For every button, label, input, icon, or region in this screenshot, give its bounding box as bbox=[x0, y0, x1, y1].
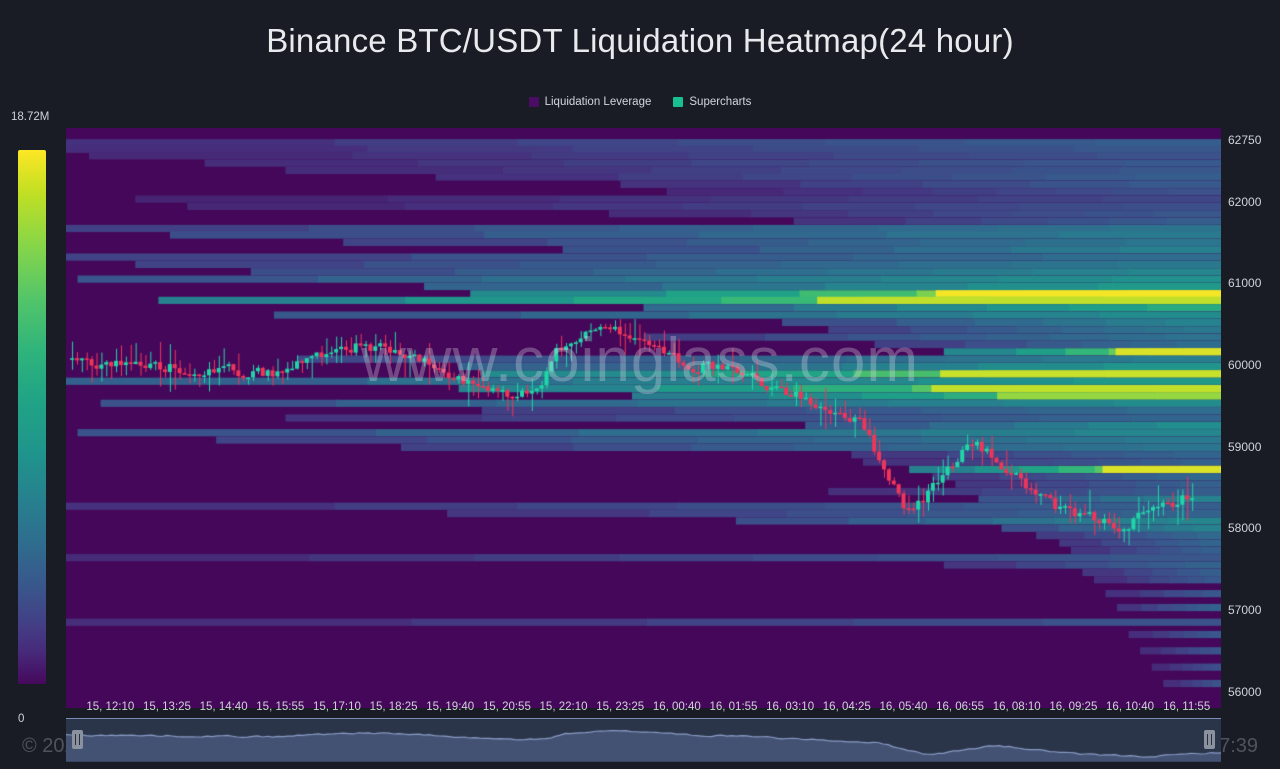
x-axis-tick-label: 16, 01:55 bbox=[709, 701, 758, 713]
x-axis-tick-label: 15, 18:25 bbox=[369, 701, 418, 713]
x-axis-tick-label: 16, 06:55 bbox=[936, 701, 985, 713]
x-axis-tick-label: 15, 12:10 bbox=[86, 701, 135, 713]
page-title: Binance BTC/USDT Liquidation Heatmap(24 … bbox=[266, 22, 1014, 59]
colorbar-max-label: 18.72M bbox=[11, 111, 50, 123]
x-axis-tick-label: 15, 19:40 bbox=[426, 701, 475, 713]
x-axis-tick-label: 15, 17:10 bbox=[312, 701, 361, 713]
y-axis-tick-label: 59000 bbox=[1228, 439, 1262, 454]
legend-item-supercharts[interactable]: Supercharts bbox=[673, 96, 751, 108]
x-axis-tick-label: 15, 13:25 bbox=[142, 701, 191, 713]
x-axis-tick-label: 16, 11:55 bbox=[1163, 701, 1211, 713]
heatmap-canvas bbox=[66, 128, 1221, 708]
x-axis-tick-label: 16, 04:25 bbox=[822, 701, 871, 713]
navigator-selection[interactable] bbox=[66, 718, 1221, 762]
legend-item-liquidation-leverage[interactable]: Liquidation Leverage bbox=[528, 96, 652, 108]
x-axis-tick-label: 16, 10:40 bbox=[1106, 701, 1154, 713]
y-axis-tick-label: 60000 bbox=[1228, 357, 1262, 372]
heatmap-plot-area[interactable] bbox=[66, 128, 1221, 708]
colorbar-gradient bbox=[18, 150, 46, 684]
x-axis-tick-label: 15, 20:55 bbox=[482, 701, 531, 713]
x-axis-tick-label: 15, 22:10 bbox=[539, 701, 588, 713]
colorbar-min-label: 0 bbox=[18, 713, 25, 725]
y-axis-tick-label: 62750 bbox=[1228, 133, 1262, 148]
chart-legend: Liquidation Leverage Supercharts bbox=[0, 96, 1280, 108]
y-axis-tick-label: 62000 bbox=[1228, 194, 1262, 209]
legend-label: Liquidation Leverage bbox=[544, 96, 652, 108]
drag-handle-left-icon[interactable] bbox=[72, 730, 83, 749]
time-range-navigator[interactable] bbox=[66, 718, 1221, 762]
x-axis-tick-label: 16, 09:25 bbox=[1049, 701, 1098, 713]
drag-handle-right-icon[interactable] bbox=[1204, 730, 1215, 749]
legend-swatch-icon bbox=[673, 97, 684, 107]
x-axis-tick-label: 16, 08:10 bbox=[992, 701, 1041, 713]
x-axis-tick-label: 15, 23:25 bbox=[596, 701, 645, 713]
y-axis-tick-label: 56000 bbox=[1228, 684, 1262, 699]
x-axis-tick-label: 15, 14:40 bbox=[199, 701, 248, 713]
x-axis-tick-label: 15, 15:55 bbox=[256, 701, 305, 713]
x-axis-tick-label: 16, 03:10 bbox=[766, 701, 815, 713]
y-axis-tick-label: 57000 bbox=[1228, 602, 1262, 617]
legend-swatch-icon bbox=[528, 97, 539, 107]
colorbar: 18.72M 0 bbox=[9, 111, 57, 725]
y-axis-tick-label: 61000 bbox=[1228, 276, 1262, 291]
x-axis-tick-label: 16, 00:40 bbox=[652, 701, 701, 713]
legend-label: Supercharts bbox=[689, 96, 752, 108]
x-axis-tick-label: 16, 05:40 bbox=[879, 701, 928, 713]
y-axis-tick-label: 58000 bbox=[1228, 521, 1262, 536]
navigator-sparkline bbox=[66, 718, 1221, 762]
